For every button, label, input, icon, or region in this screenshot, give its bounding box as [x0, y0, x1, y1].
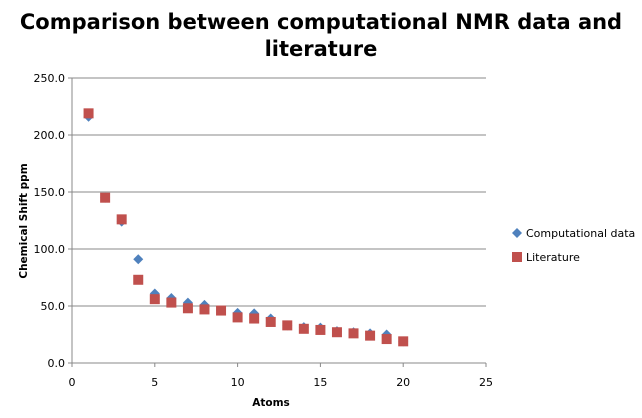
- x-tick-label: 10: [231, 376, 245, 389]
- data-point: [298, 323, 309, 334]
- x-tick-label: 15: [313, 376, 327, 389]
- y-tick-label: 200.0: [34, 129, 66, 142]
- data-point: [398, 336, 409, 347]
- gridlines: [68, 77, 487, 367]
- data-point: [182, 303, 193, 314]
- axes: [71, 78, 486, 364]
- chart-title-line-2: literature: [265, 37, 378, 61]
- y-tick-label: 50.0: [41, 300, 66, 313]
- legend-marker: [512, 252, 522, 262]
- data-point: [133, 254, 144, 265]
- y-tick-label: 150.0: [34, 186, 66, 199]
- legend-label: Literature: [526, 251, 580, 264]
- data-point: [331, 327, 342, 338]
- legend-marker: [512, 228, 522, 238]
- data-point: [216, 305, 227, 316]
- legend: Computational data Literature: [512, 227, 635, 264]
- data-point: [100, 192, 111, 203]
- chart-title-line-1: Comparison between computational NMR dat…: [20, 10, 622, 34]
- y-tick-label: 100.0: [34, 243, 66, 256]
- y-tick-label: 0.0: [48, 357, 66, 370]
- data-point: [116, 214, 127, 225]
- legend-entry: Computational data: [512, 227, 635, 240]
- data-point: [381, 334, 392, 345]
- data-point: [365, 330, 376, 341]
- data-point: [265, 316, 276, 327]
- legend-entry: Literature: [512, 251, 580, 264]
- data-point: [249, 313, 260, 324]
- data-point: [315, 324, 326, 335]
- x-tick-label: 0: [69, 376, 76, 389]
- y-tick-label: 250.0: [34, 72, 66, 85]
- y-axis-label: Chemical Shift ppm: [18, 163, 30, 278]
- legend-label: Computational data: [526, 227, 635, 240]
- data-point: [149, 294, 160, 305]
- data-point: [348, 328, 359, 339]
- x-tick-labels: 0 5 10 15 20 25: [69, 376, 494, 389]
- data-point: [232, 312, 243, 323]
- data-point: [282, 320, 293, 331]
- x-axis-label: Atoms: [252, 397, 290, 409]
- series-square: [83, 108, 409, 347]
- data-point: [133, 274, 144, 285]
- data-point: [166, 297, 177, 308]
- x-tick-label: 25: [479, 376, 493, 389]
- x-tick-label: 20: [396, 376, 410, 389]
- data-point: [83, 108, 94, 119]
- series-layer: [83, 108, 409, 347]
- data-point: [199, 304, 210, 315]
- series-diamond: [83, 111, 409, 347]
- y-tick-labels: 0.0 50.0 100.0 150.0 200.0 250.0: [34, 72, 66, 370]
- x-tick-label: 5: [151, 376, 158, 389]
